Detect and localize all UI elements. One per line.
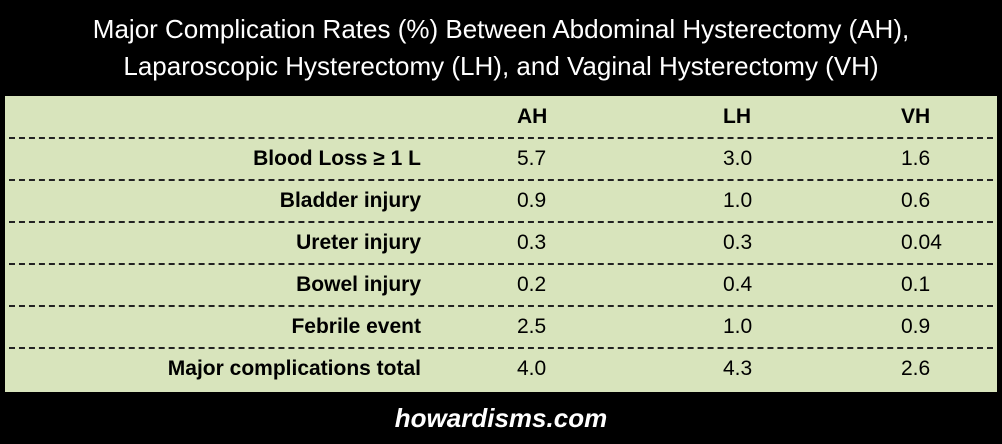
cell-ah: 5.7 (517, 147, 547, 170)
row-label: Ureter injury (296, 231, 421, 254)
row-divider (9, 347, 993, 349)
table-row: Ureter injury 0.3 0.3 0.04 (5, 222, 997, 264)
cell-vh: 0.04 (901, 231, 942, 254)
footer-watermark: howardisms.com (394, 402, 608, 433)
table-row: Bowel injury 0.2 0.4 0.1 (5, 264, 997, 306)
cell-lh: 3.0 (723, 147, 753, 170)
cell-lh: 1.0 (723, 189, 753, 212)
cell-vh: 0.6 (901, 189, 931, 212)
table-row: Febrile event 2.5 1.0 0.9 (5, 306, 997, 348)
chart-title-line-1: Major Complication Rates (%) Between Abd… (92, 14, 910, 44)
row-divider (9, 305, 993, 307)
row-label: Blood Loss ≥ 1 L (253, 147, 421, 170)
column-header-ah: AH (517, 105, 548, 128)
cell-lh: 0.3 (723, 231, 753, 254)
row-label: Bowel injury (296, 273, 421, 296)
data-table: AH LH VH Blood Loss ≥ 1 L 5.7 3.0 1.6 Bladde… (5, 96, 997, 392)
cell-ah: 0.9 (517, 189, 547, 212)
cell-ah: 2.5 (517, 315, 547, 338)
cell-vh: 2.6 (901, 357, 931, 380)
row-label: Bladder injury (279, 189, 421, 212)
cell-lh: 0.4 (723, 273, 753, 296)
table-header-row: AH LH VH (5, 96, 997, 138)
row-divider (9, 179, 993, 181)
row-divider (9, 221, 993, 223)
row-label: Major complications total (167, 357, 421, 380)
column-header-vh: VH (901, 105, 931, 128)
table-row: Major complications total 4.0 4.3 2.6 (5, 348, 997, 390)
row-divider (9, 263, 993, 265)
chart-title-line-2: Laparoscopic Hysterectomy (LH), and Vagi… (123, 51, 879, 81)
row-label: Febrile event (291, 315, 421, 338)
table-row: Bladder injury 0.9 1.0 0.6 (5, 180, 997, 222)
row-divider (9, 137, 993, 139)
cell-ah: 0.3 (517, 231, 547, 254)
chart-title: Major Complication Rates (%) Between Abd… (0, 0, 1002, 96)
cell-ah: 4.0 (517, 357, 547, 380)
cell-vh: 1.6 (901, 147, 931, 170)
cell-lh: 1.0 (723, 315, 753, 338)
cell-vh: 0.1 (901, 273, 931, 296)
table-row: Blood Loss ≥ 1 L 5.7 3.0 1.6 (5, 138, 997, 180)
cell-lh: 4.3 (723, 357, 753, 380)
cell-ah: 0.2 (517, 273, 547, 296)
cell-vh: 0.9 (901, 315, 931, 338)
column-header-lh: LH (723, 105, 751, 128)
